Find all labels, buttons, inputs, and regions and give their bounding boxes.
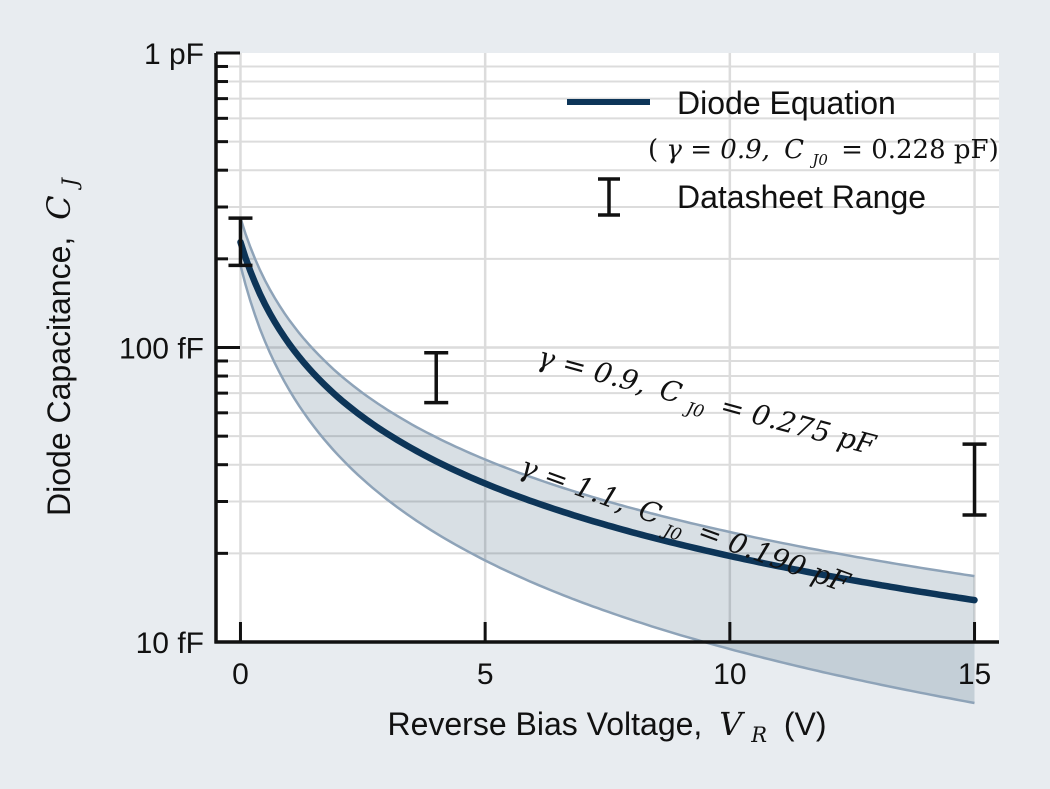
error-bar-2	[962, 442, 987, 517]
legend: Diode Equation ( γ = 0.9, C J0 = 0.228 p…	[567, 85, 999, 217]
legend-note-sub: J0	[809, 151, 828, 169]
x-axis-title-unit: (V)	[784, 706, 827, 742]
grid	[216, 53, 999, 644]
x-axis-title-var: V	[719, 705, 745, 743]
legend-note-c: C	[784, 135, 804, 165]
legend-errorbar-label: Datasheet Range	[677, 179, 926, 215]
y-tick-label: 100 fF	[119, 333, 204, 366]
axes: 10 fF 100 fF 1 pF 0 5 10 15	[119, 38, 999, 691]
legend-note-open: (	[648, 135, 658, 165]
series	[237, 238, 978, 604]
legend-line-label: Diode Equation	[677, 85, 896, 121]
legend-params-note: ( γ = 0.9, C J0 = 0.228 pF)	[648, 135, 999, 172]
legend-errorbar-swatch	[598, 177, 620, 217]
band-lower-edge	[239, 265, 975, 705]
x-tick-label: 5	[477, 658, 494, 691]
band-upper-edge	[239, 217, 975, 578]
error-bar-0	[228, 216, 253, 268]
x-axis-title-text: Reverse Bias Voltage,	[387, 706, 702, 742]
legend-note-gamma: γ = 0.9,	[666, 135, 769, 165]
x-axis-title: Reverse Bias Voltage, V R (V)	[387, 705, 826, 749]
x-tick-label: 15	[958, 658, 991, 691]
confidence-band	[239, 217, 975, 705]
error-bars	[228, 216, 987, 517]
y-axis-title-text: Diode Capacitance,	[41, 237, 77, 516]
x-axis-title-sub: R	[750, 723, 767, 747]
x-tick-label: 10	[713, 658, 746, 691]
legend-note-value: = 0.228 pF)	[841, 135, 999, 165]
y-axis-title-var: C	[40, 195, 78, 219]
y-tick-label: 10 fF	[136, 627, 204, 660]
y-axis-title: Diode Capacitance, C J	[40, 176, 82, 516]
y-axis-title-sub: J	[58, 176, 82, 190]
y-tick-label: 1 pF	[144, 38, 204, 71]
band-fill	[240, 218, 975, 703]
error-bar-1	[424, 350, 449, 405]
series-line-diode-equation	[237, 238, 978, 604]
x-tick-label: 0	[232, 658, 249, 691]
